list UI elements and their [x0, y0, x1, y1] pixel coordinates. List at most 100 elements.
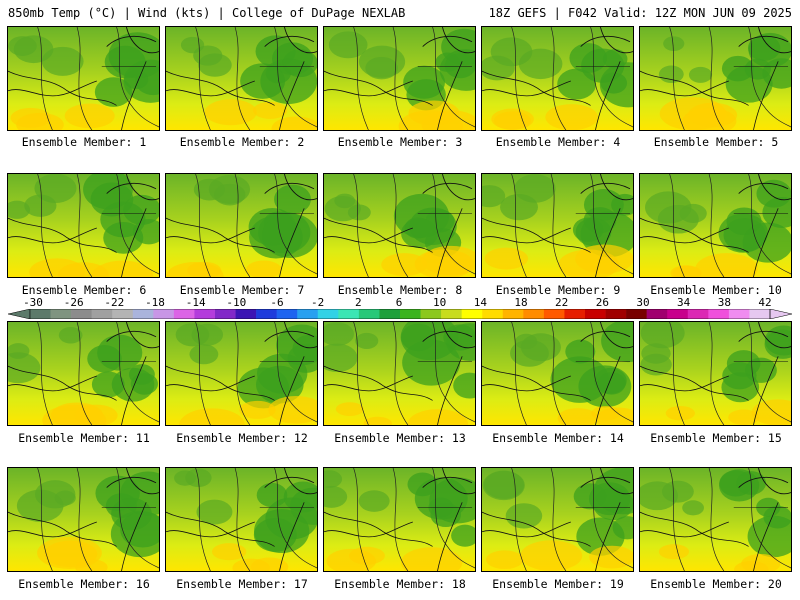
- ensemble-member-map: [7, 26, 160, 131]
- colorbar-swatch: [358, 309, 380, 319]
- colorbar-swatch: [667, 309, 689, 319]
- colorbar-tick-label: 14: [473, 296, 487, 309]
- ensemble-member-label: Ensemble Member: 13: [334, 431, 466, 445]
- run-valid-time: 18Z GEFS | F042 Valid: 12Z MON JUN 09 20…: [488, 6, 792, 20]
- colorbar-swatch: [173, 309, 195, 319]
- colorbar-tick-label: 30: [636, 296, 650, 309]
- colorbar-swatch: [749, 309, 771, 319]
- colorbar-swatch: [626, 309, 647, 319]
- ensemble-member-map: [323, 173, 476, 278]
- colorbar-tick-label: -2: [311, 296, 325, 309]
- colorbar-tick-label: 34: [677, 296, 691, 309]
- colorbar-tick-label: 22: [555, 296, 569, 309]
- ensemble-member-label: Ensemble Member: 11: [18, 431, 150, 445]
- colorbar-swatch: [71, 309, 92, 319]
- ensemble-member-map: [165, 321, 318, 426]
- colorbar-swatch: [215, 309, 236, 319]
- ensemble-member-label: Ensemble Member: 2: [179, 135, 305, 149]
- ensemble-member-label: Ensemble Member: 14: [492, 431, 624, 445]
- ensemble-member-map: [323, 321, 476, 426]
- colorbar-tick-label: 10: [433, 296, 447, 309]
- ensemble-member-label: Ensemble Member: 16: [18, 577, 150, 591]
- ensemble-member-map: [7, 173, 160, 278]
- colorbar-tick-label: 42: [758, 296, 772, 309]
- ensemble-member-map: [639, 173, 792, 278]
- ensemble-member-map: [481, 321, 634, 426]
- ensemble-member-map: [481, 173, 634, 278]
- colorbar-swatch: [194, 309, 216, 319]
- colorbar-swatch: [50, 309, 72, 319]
- colorbar-swatch: [482, 309, 504, 319]
- colorbar-swatch: [461, 309, 483, 319]
- ensemble-member-map: [165, 173, 318, 278]
- colorbar-swatch: [400, 309, 421, 319]
- ensemble-member-map: [323, 26, 476, 131]
- colorbar-swatch: [338, 309, 360, 319]
- ensemble-member-map: [639, 467, 792, 572]
- colorbar-tick-label: -22: [104, 296, 125, 309]
- ensemble-member-map: [165, 26, 318, 131]
- colorbar-swatch: [317, 309, 339, 319]
- colorbar-swatch: [708, 309, 730, 319]
- ensemble-member-label: Ensemble Member: 12: [176, 431, 308, 445]
- colorbar-tick-label: -30: [23, 296, 43, 309]
- colorbar-tick-label: 6: [395, 296, 403, 309]
- colorbar-swatch: [276, 309, 298, 319]
- colorbar-swatch: [605, 309, 627, 319]
- colorbar-swatch: [91, 309, 113, 319]
- colorbar-swatch: [502, 309, 524, 319]
- colorbar-swatch: [112, 309, 134, 319]
- ensemble-member-label: Ensemble Member: 19: [492, 577, 624, 591]
- ensemble-member-map: [7, 467, 160, 572]
- colorbar-swatch: [420, 309, 442, 319]
- colorbar-swatch: [153, 309, 175, 319]
- temperature-colorbar: [8, 309, 792, 319]
- colorbar-swatch: [297, 309, 319, 319]
- colorbar-tick-label: -10: [226, 296, 247, 309]
- colorbar-swatch: [543, 309, 565, 319]
- ensemble-member-label: Ensemble Member: 18: [334, 577, 466, 591]
- ensemble-member-map: [481, 26, 634, 131]
- colorbar-tick-label: -26: [63, 296, 84, 309]
- ensemble-member-map: [323, 467, 476, 572]
- colorbar-min-arrow: [8, 309, 31, 319]
- ensemble-member-label: Ensemble Member: 4: [495, 135, 621, 149]
- colorbar-tick-label: -14: [185, 296, 206, 309]
- chart-title: 850mb Temp (°C) | Wind (kts) | College o…: [8, 6, 406, 20]
- ensemble-member-map: [639, 321, 792, 426]
- colorbar-swatch: [256, 309, 277, 319]
- ensemble-member-map: [165, 467, 318, 572]
- ensemble-member-label: Ensemble Member: 3: [337, 135, 463, 149]
- colorbar-tick-label: 26: [595, 296, 609, 309]
- colorbar-swatch: [30, 309, 51, 319]
- colorbar-tick-label: 2: [355, 296, 362, 309]
- ensemble-member-map: [639, 26, 792, 131]
- ensemble-member-label: Ensemble Member: 1: [21, 135, 147, 149]
- colorbar-swatch: [379, 309, 401, 319]
- colorbar-swatch: [728, 309, 750, 319]
- ensemble-member-label: Ensemble Member: 10: [650, 283, 782, 297]
- colorbar-swatch: [132, 309, 154, 319]
- ensemble-member-label: Ensemble Member: 9: [495, 283, 621, 297]
- colorbar-swatch: [235, 309, 257, 319]
- ensemble-member-label: Ensemble Member: 20: [650, 577, 782, 591]
- ensemble-member-label: Ensemble Member: 17: [176, 577, 308, 591]
- ensemble-member-map: [7, 321, 160, 426]
- colorbar-tick-label: -6: [270, 296, 284, 309]
- ensemble-member-label: Ensemble Member: 8: [337, 283, 463, 297]
- colorbar-tick-label: 18: [514, 296, 528, 309]
- colorbar-swatch: [441, 309, 462, 319]
- colorbar-max-arrow: [769, 309, 792, 319]
- colorbar-tick-label: 38: [717, 296, 731, 309]
- colorbar-swatch: [564, 309, 586, 319]
- ensemble-member-label: Ensemble Member: 6: [21, 283, 147, 297]
- colorbar-swatch: [687, 309, 709, 319]
- ensemble-member-map: [481, 467, 634, 572]
- colorbar-swatch: [585, 309, 606, 319]
- colorbar-tick-label: -18: [145, 296, 165, 309]
- colorbar-swatch: [523, 309, 545, 319]
- ensemble-member-label: Ensemble Member: 15: [650, 431, 782, 445]
- ensemble-member-label: Ensemble Member: 5: [653, 135, 779, 149]
- colorbar-swatch: [646, 309, 668, 319]
- ensemble-member-label: Ensemble Member: 7: [179, 283, 305, 297]
